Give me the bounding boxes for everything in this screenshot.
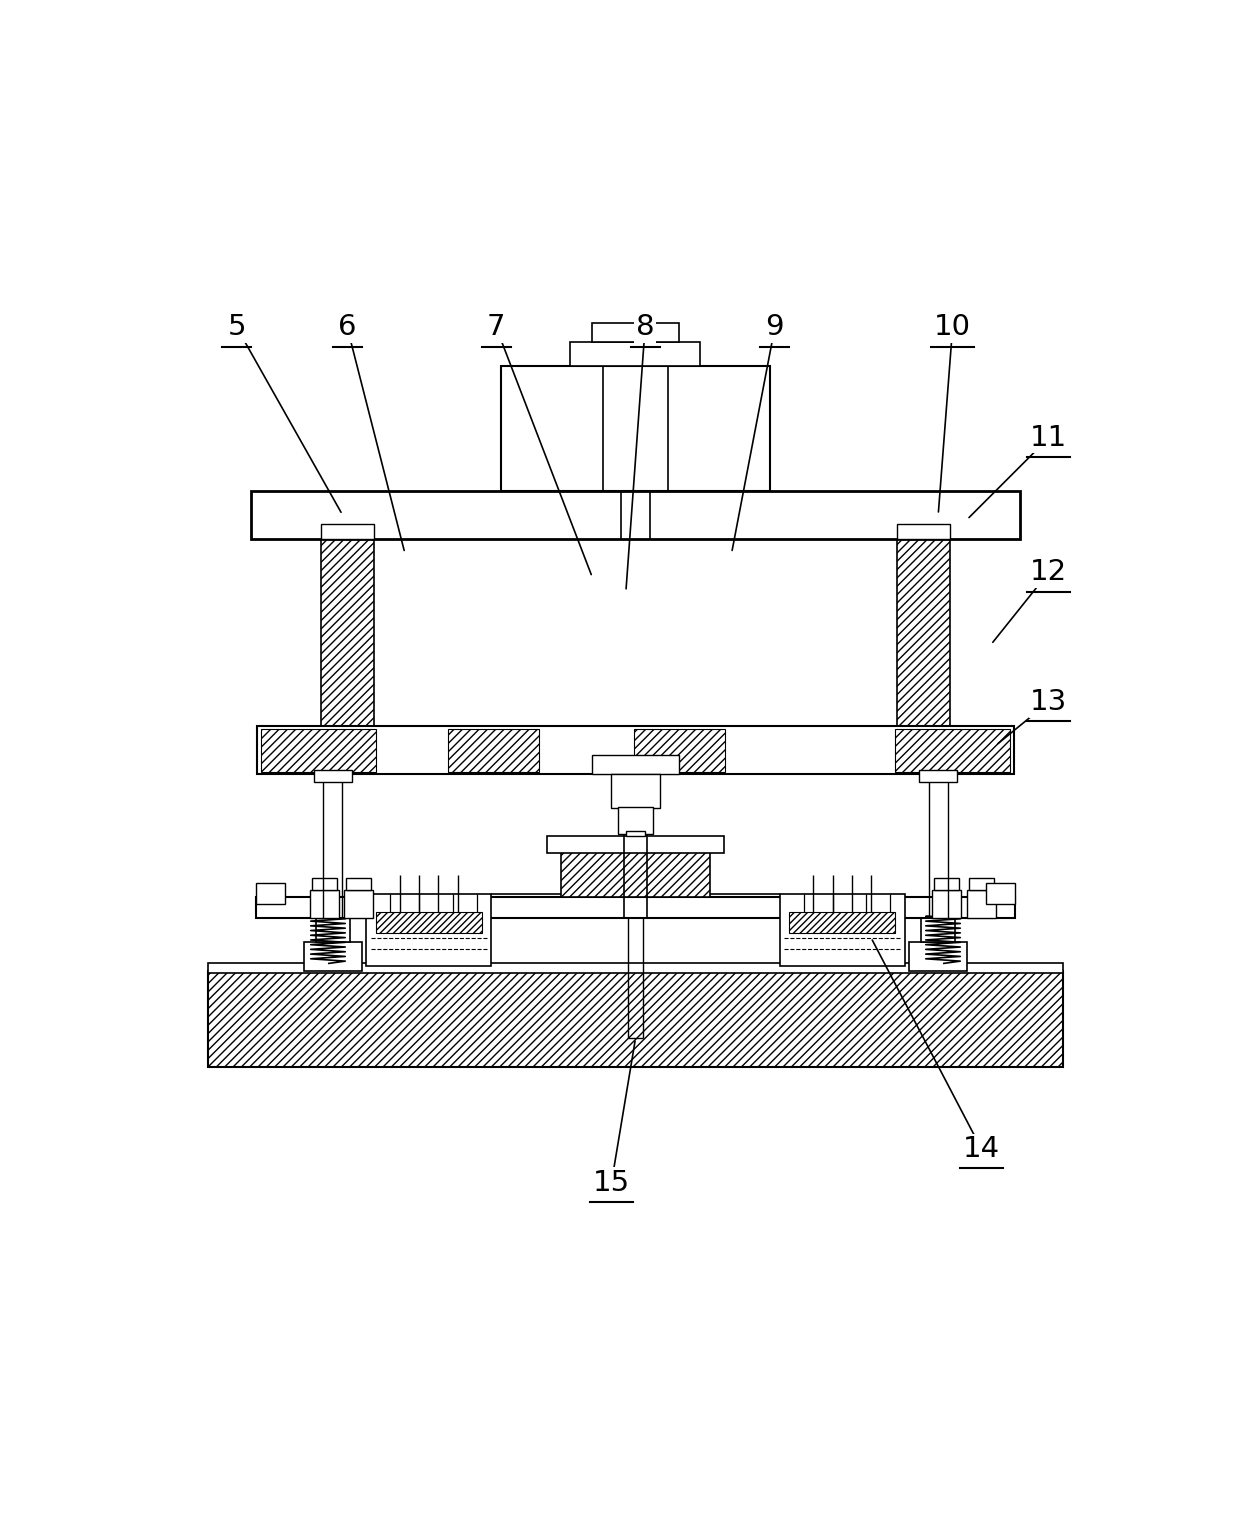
Bar <box>611 774 660 808</box>
Text: 6: 6 <box>339 313 356 341</box>
Bar <box>311 878 336 890</box>
Bar <box>314 771 352 781</box>
Bar <box>919 771 957 781</box>
Bar <box>208 963 1063 974</box>
Bar <box>619 807 652 834</box>
Bar <box>260 730 376 772</box>
Bar <box>501 366 770 491</box>
Bar <box>570 342 699 366</box>
Bar <box>789 911 895 933</box>
Text: 7: 7 <box>487 313 506 341</box>
Bar <box>321 524 374 539</box>
Bar <box>626 831 645 836</box>
Bar <box>986 883 1016 904</box>
Bar <box>547 836 724 852</box>
Bar <box>593 322 678 342</box>
Bar <box>255 883 285 904</box>
Bar <box>560 851 711 898</box>
Bar <box>316 919 350 942</box>
Text: 11: 11 <box>1030 424 1068 451</box>
Bar <box>250 491 1021 539</box>
Text: 10: 10 <box>934 313 971 341</box>
Bar <box>304 942 362 970</box>
Text: 8: 8 <box>636 313 655 341</box>
Text: 5: 5 <box>227 313 246 341</box>
Bar <box>932 890 961 919</box>
Bar <box>346 878 371 890</box>
Bar <box>895 730 1011 772</box>
Bar <box>367 895 491 966</box>
Bar <box>909 942 967 970</box>
Bar <box>255 898 1016 919</box>
Text: 12: 12 <box>1030 559 1068 586</box>
Bar <box>780 895 904 966</box>
Bar <box>321 539 374 765</box>
Text: 15: 15 <box>593 1169 630 1196</box>
Bar <box>921 919 955 942</box>
Bar <box>345 890 373 919</box>
Text: 13: 13 <box>1030 687 1068 716</box>
Bar <box>593 755 678 774</box>
Bar <box>208 970 1063 1067</box>
Bar <box>967 890 996 919</box>
Bar <box>448 730 539 772</box>
Text: 9: 9 <box>765 313 784 341</box>
Bar <box>257 727 1014 774</box>
Bar <box>310 890 339 919</box>
Bar <box>897 539 950 765</box>
Text: 14: 14 <box>963 1136 999 1163</box>
Bar <box>968 878 994 890</box>
Bar <box>897 524 950 539</box>
Bar <box>935 878 960 890</box>
Bar <box>634 730 725 772</box>
Bar <box>376 911 481 933</box>
